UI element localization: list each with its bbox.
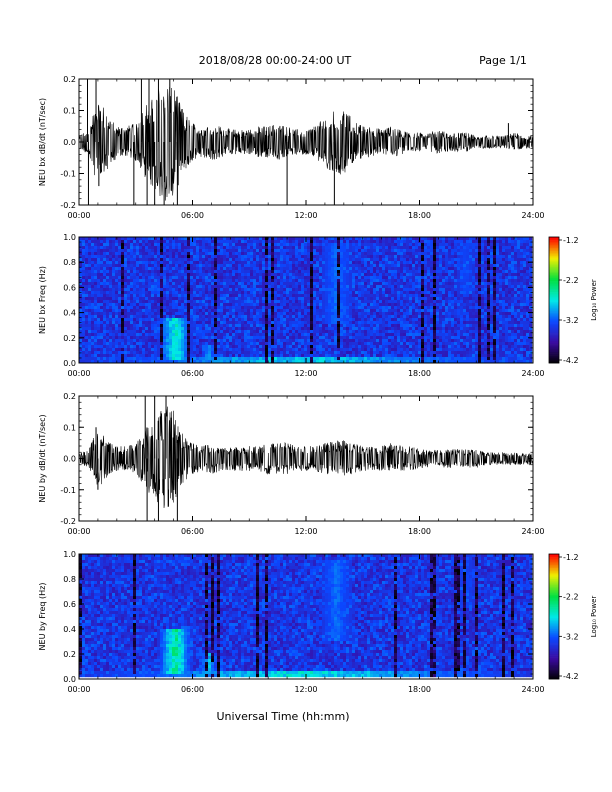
- colorbar-tick-label: -2.2: [563, 276, 579, 285]
- y-tick-label: -0.1: [60, 486, 76, 495]
- colorbar-tick-label: -4.2: [563, 356, 579, 365]
- panel-2: 0.2 0.1 0.0 -0.1 -0.200:00 06:00 12:00 18:00 24:…: [38, 392, 545, 536]
- colorbar-title: Log₁₀ Power: [590, 279, 598, 321]
- y-tick-label: 0.2: [63, 392, 76, 401]
- x-tick-label: 18:00: [408, 211, 431, 220]
- colorbar: -1.2 -2.2 -3.2 -4.2 Log₁₀ Power: [548, 236, 598, 365]
- colorbar-tick-label: -1.2: [563, 553, 579, 562]
- colorbar-title: Log₁₀ Power: [590, 596, 598, 638]
- x-tick-label: 06:00: [181, 369, 204, 378]
- y-tick-label: -0.2: [60, 201, 76, 210]
- x-tick-label: 12:00: [294, 685, 317, 694]
- y-tick-label: 1.0: [63, 550, 76, 559]
- y-tick-label: 0.6: [63, 283, 76, 292]
- x-tick-label: 12:00: [294, 211, 317, 220]
- x-tick-label: 24:00: [521, 527, 544, 536]
- y-axis-title: NEU bx dB/dt (nT/sec): [38, 98, 47, 186]
- y-tick-label: 0.6: [63, 600, 76, 609]
- colorbar: -1.2 -2.2 -3.2 -4.2 Log₁₀ Power: [548, 553, 598, 681]
- y-tick-label: 0.4: [63, 625, 76, 634]
- x-tick-label: 00:00: [67, 527, 90, 536]
- y-tick-label: -0.1: [60, 170, 76, 179]
- x-tick-label: 06:00: [181, 211, 204, 220]
- y-tick-label: 0.2: [63, 650, 76, 659]
- x-tick-label: 06:00: [181, 685, 204, 694]
- colorbar-tick-label: -1.2: [563, 236, 579, 245]
- colorbar-tick-label: -3.2: [563, 632, 579, 641]
- x-tick-label: 24:00: [521, 211, 544, 220]
- y-tick-label: 0.8: [63, 575, 76, 584]
- x-tick-label: 06:00: [181, 527, 204, 536]
- colorbar-tick-label: -2.2: [563, 593, 579, 602]
- x-tick-label: 18:00: [408, 685, 431, 694]
- x-tick-label: 00:00: [67, 685, 90, 694]
- spectrogram: [79, 554, 533, 678]
- header-page: Page 1/1: [479, 54, 527, 67]
- y-tick-label: 0.2: [63, 334, 76, 343]
- x-tick-label: 12:00: [294, 527, 317, 536]
- y-axis-title: NEU by Freq (Hz): [38, 583, 47, 651]
- y-tick-label: 0.1: [63, 423, 76, 432]
- y-tick-label: 1.0: [63, 233, 76, 242]
- y-tick-label: 0.0: [63, 455, 76, 464]
- y-tick-label: 0.1: [63, 107, 76, 116]
- y-tick-label: 0.2: [63, 75, 76, 84]
- y-tick-label: -0.2: [60, 517, 76, 526]
- x-tick-label: 00:00: [67, 369, 90, 378]
- y-tick-label: 0.4: [63, 309, 76, 318]
- x-tick-label: 18:00: [408, 527, 431, 536]
- panels: 0.20.10.0-0.1-0.200:00 06:00 12:00 18:00 24:…: [38, 75, 545, 694]
- y-tick-label: 0.0: [63, 359, 76, 368]
- y-tick-label: 0.8: [63, 258, 76, 267]
- x-axis-title: Universal Time (hh:mm): [217, 710, 350, 723]
- panel-3: 1.0 0.8 0.6 0.4 0.2 0.000:00 06:00 12:00 18:00 24…: [38, 550, 545, 694]
- y-tick-label: 0.0: [63, 138, 76, 147]
- x-tick-label: 24:00: [521, 369, 544, 378]
- panel-0: 0.2 0.1 0.0 -0.1 -0.200:00 06:00 12:00 18:00 24:…: [38, 75, 545, 220]
- colorbar-tick-label: -3.2: [563, 316, 579, 325]
- spectrogram: [79, 237, 533, 364]
- y-tick-label: 0.0: [63, 675, 76, 684]
- x-tick-label: 00:00: [67, 211, 90, 220]
- x-tick-label: 12:00: [294, 369, 317, 378]
- y-axis-title: NEU bx Freq (Hz): [38, 266, 47, 334]
- panel-1: 1.0 0.8 0.6 0.4 0.2 0.000:00 06:00 12:00 18:00 24…: [38, 233, 545, 378]
- colorbar-tick-label: -4.2: [563, 672, 579, 681]
- x-tick-label: 18:00: [408, 369, 431, 378]
- x-tick-label: 24:00: [521, 685, 544, 694]
- y-axis-title: NEU by dB/dt (nT/sec): [38, 414, 47, 502]
- header-date-range: 2018/08/28 00:00-24:00 UT: [199, 54, 352, 67]
